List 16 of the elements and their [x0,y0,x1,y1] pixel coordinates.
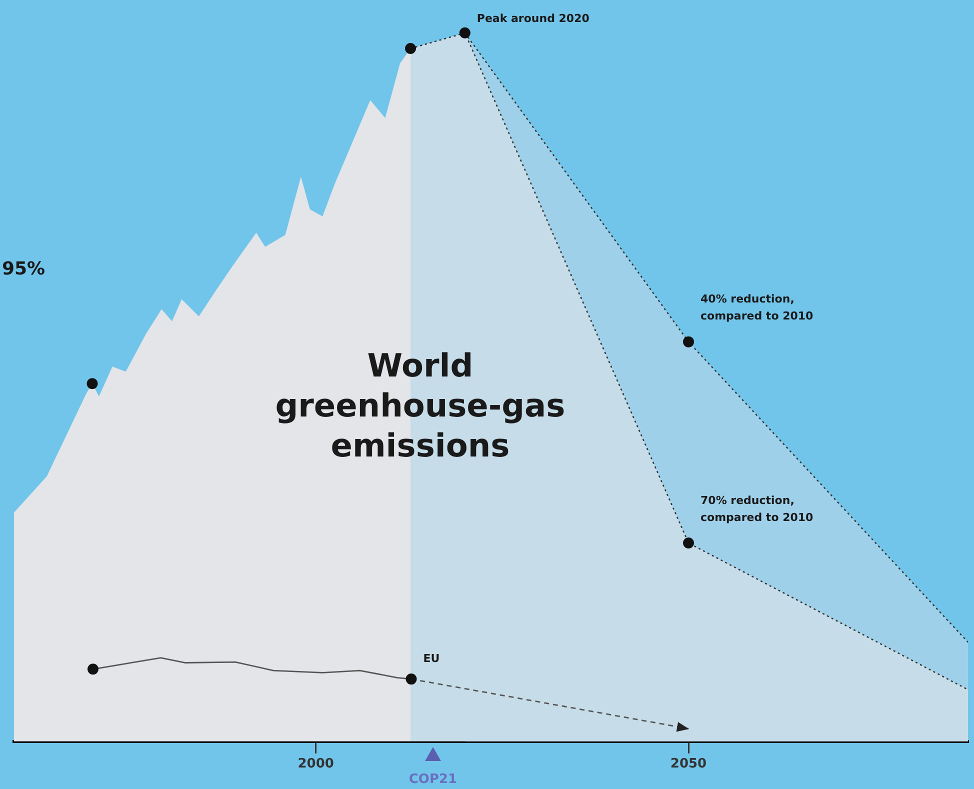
text: COP21 [408,772,458,787]
point [683,336,694,348]
point [459,27,470,38]
x-tick-label: 2000 [298,756,334,772]
annotation: 40% reduction, compared to 2010 [700,292,814,323]
annotation: Peak around 2020 [476,12,590,25]
x-tick-label: 2050 [670,756,707,772]
point [88,664,99,675]
annotation: 70% reduction, compared to 2010 [700,494,814,524]
point [683,538,694,549]
annotation: 95% [2,258,46,280]
point [86,378,98,390]
annotation: EU [423,652,440,665]
text: World greenhouse-gas emissions [275,346,566,465]
point [405,43,416,54]
point [406,674,417,685]
